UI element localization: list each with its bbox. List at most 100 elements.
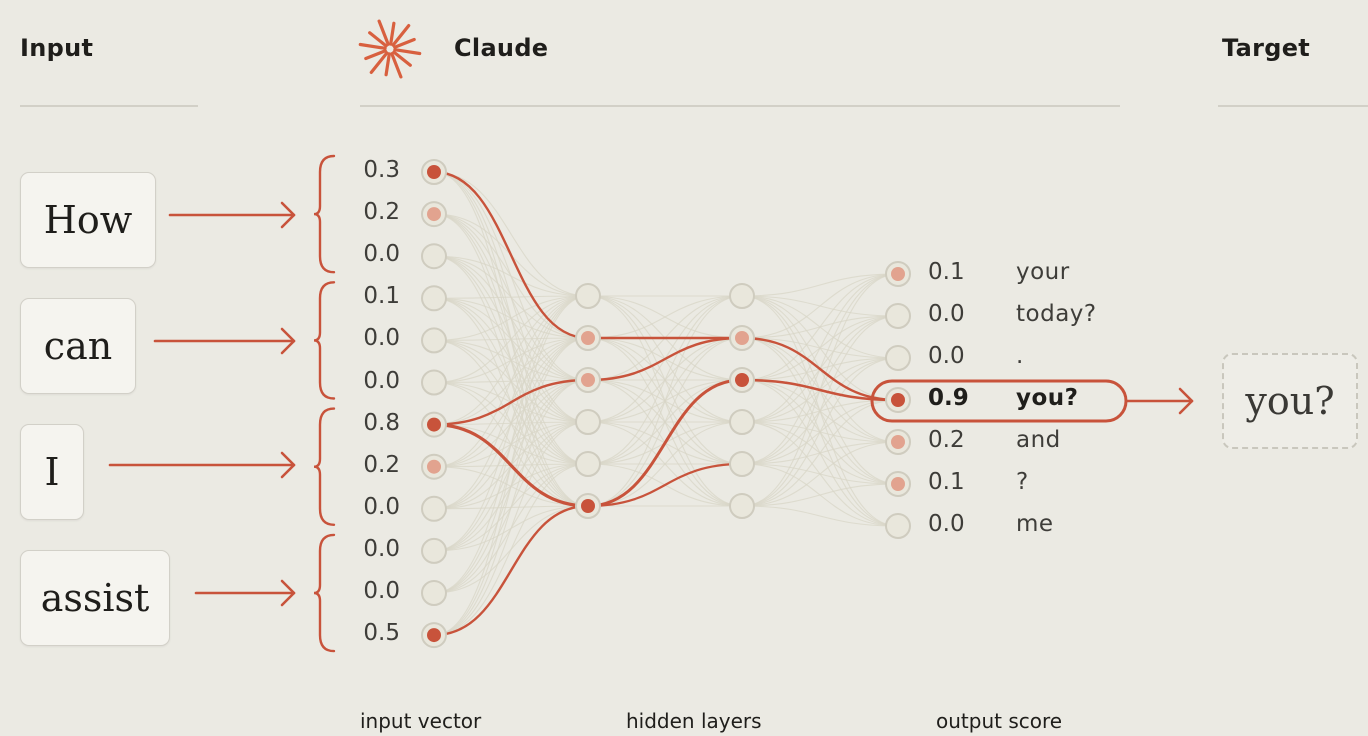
highlighted-connection — [433, 423, 589, 508]
highlighted-connection — [433, 504, 589, 637]
arrow-assist-head — [280, 579, 296, 607]
input-value: 0.2 — [363, 199, 400, 226]
input-value: 0.5 — [363, 620, 400, 647]
model-divider — [360, 105, 1120, 107]
input-node — [421, 243, 447, 270]
output-node-fill — [891, 393, 905, 407]
connection — [433, 255, 589, 297]
token-bracket — [313, 533, 336, 653]
nodes — [421, 159, 911, 649]
arrow-can-head — [280, 327, 296, 355]
target-title: Target — [1222, 34, 1311, 62]
output-token-label: your — [1016, 259, 1070, 285]
output-node-fill — [891, 435, 905, 449]
token-bracket — [313, 407, 336, 526]
hidden2-node — [729, 451, 755, 477]
connection — [433, 295, 589, 468]
output-score-value: 0.0 — [928, 511, 965, 537]
arrow-how-head — [280, 201, 296, 229]
connection — [741, 357, 899, 507]
input-value: 0.1 — [363, 283, 400, 310]
hidden2-node — [729, 409, 755, 435]
input-node-fill — [427, 207, 441, 222]
hidden1-node — [575, 451, 601, 477]
input-title: Input — [20, 34, 94, 62]
input-value: 0.0 — [363, 535, 400, 562]
connection — [741, 441, 899, 507]
input-token-can: can — [20, 298, 136, 394]
input-value: 0.0 — [363, 578, 400, 604]
input-node-fill — [427, 459, 441, 474]
highlighted-connection — [433, 378, 589, 426]
input-node — [421, 495, 447, 522]
connection — [433, 421, 589, 636]
hidden1-node-fill — [581, 373, 595, 387]
input-node-fill — [427, 417, 441, 432]
highlighted-connections — [433, 170, 899, 637]
hidden1-node — [575, 409, 601, 435]
input-value: 0.0 — [363, 325, 400, 352]
connection — [587, 337, 743, 507]
token-bracket — [313, 154, 336, 274]
connection — [741, 315, 899, 507]
hidden1-node-fill — [581, 331, 595, 345]
arrow-i-head — [280, 451, 296, 479]
highlight-outline — [870, 379, 1128, 423]
output-score-value: 0.0 — [928, 301, 965, 327]
input-node — [421, 369, 447, 396]
hidden2-node — [729, 283, 755, 309]
target-divider — [1218, 105, 1368, 107]
connection — [587, 421, 743, 507]
connection — [741, 505, 899, 527]
highlighted-connection — [433, 170, 589, 340]
output-node — [885, 513, 911, 539]
input-node — [421, 537, 447, 564]
input-node-fill — [427, 628, 441, 643]
highlighted-connection — [587, 378, 743, 508]
output-score-value: 0.2 — [928, 427, 965, 453]
output-token-label: today? — [1016, 301, 1097, 327]
connection — [433, 295, 589, 594]
input-node — [421, 580, 447, 606]
input-value: 0.0 — [363, 367, 400, 394]
highlighted-connection — [587, 336, 743, 382]
connection — [433, 295, 589, 426]
connection — [741, 273, 899, 339]
output-score-label: output score — [936, 709, 1063, 733]
connection — [741, 273, 899, 423]
input-divider — [20, 105, 198, 107]
connection — [741, 399, 899, 507]
input-value: 0.0 — [363, 493, 400, 520]
connection — [433, 379, 589, 636]
output-score-value: 0.1 — [928, 259, 965, 285]
input-token-i: I — [20, 424, 84, 520]
input-value: 0.8 — [363, 409, 400, 436]
model-title: Claude — [454, 34, 549, 62]
output-score-value: 0.1 — [928, 469, 965, 495]
input-token-assist: assist — [20, 550, 170, 646]
faint-connections — [433, 171, 899, 636]
connection — [433, 295, 589, 341]
input-value: 0.2 — [363, 451, 400, 478]
connection — [433, 295, 589, 552]
token-brackets — [313, 154, 336, 653]
input-value: 0.3 — [363, 157, 400, 183]
connection — [433, 463, 589, 636]
output-token-label: . — [1016, 343, 1024, 369]
connection — [433, 295, 589, 384]
input-node-fill — [427, 165, 441, 179]
output-token-label: me — [1016, 511, 1054, 537]
input-vector-label: input vector — [360, 709, 482, 733]
connection — [433, 337, 589, 636]
output-token-label: ? — [1016, 469, 1029, 495]
arrows — [108, 201, 1194, 607]
hidden1-node-fill — [581, 499, 595, 513]
connection — [433, 295, 589, 299]
hidden2-node-fill — [735, 331, 749, 345]
connection — [741, 273, 899, 297]
output-node-fill — [891, 477, 905, 491]
connection — [741, 273, 899, 381]
arrow-to-target-head — [1178, 387, 1194, 415]
target-token: you? — [1222, 353, 1358, 449]
